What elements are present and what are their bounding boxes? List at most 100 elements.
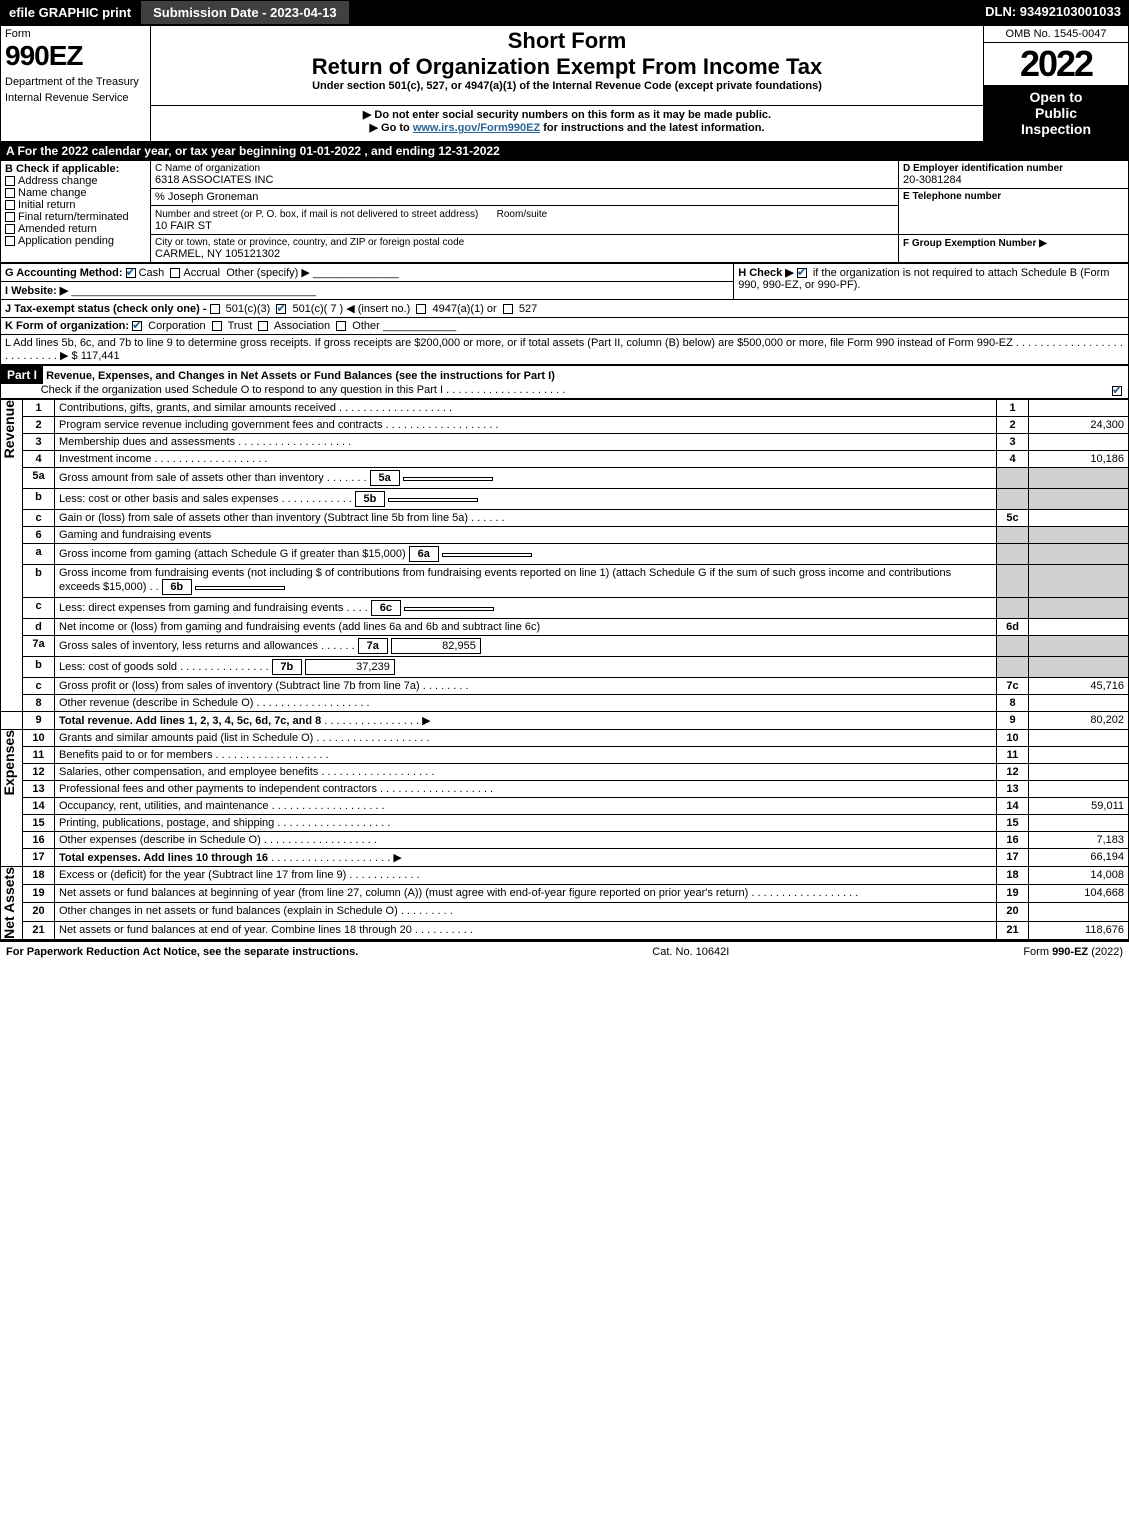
l21-box: 21 — [997, 921, 1029, 939]
chk-501c3[interactable] — [210, 304, 220, 314]
notes-cell: ▶ Do not enter social security numbers o… — [151, 106, 984, 142]
chk-cash[interactable] — [126, 268, 136, 278]
box-d: D Employer identification number 20-3081… — [899, 161, 1129, 189]
l6d-val — [1029, 619, 1129, 636]
form-number: 990EZ — [5, 40, 146, 72]
l1-num: 1 — [23, 400, 55, 417]
chk-final[interactable]: Final return/terminated — [5, 211, 146, 223]
l5b-num: b — [23, 489, 55, 510]
l1-val — [1029, 400, 1129, 417]
l18-val: 14,008 — [1029, 867, 1129, 885]
pub-line1: Open to — [986, 89, 1126, 105]
street-value: 10 FAIR ST — [155, 220, 894, 232]
l20-val — [1029, 903, 1129, 921]
box-b-title: B Check if applicable: — [5, 163, 146, 175]
form-id-cell: Form 990EZ Department of the Treasury In… — [1, 26, 151, 142]
l7a-box — [997, 636, 1029, 657]
revenue-sidebar: Revenue — [1, 400, 23, 712]
l10-val — [1029, 730, 1129, 747]
chk-sched-o[interactable] — [1112, 386, 1122, 396]
chk-address[interactable]: Address change — [5, 175, 146, 187]
l14-val: 59,011 — [1029, 798, 1129, 815]
l5b-text: Less: cost or other basis and sales expe… — [55, 489, 997, 510]
box-c-label: C Name of organization — [155, 163, 894, 174]
expenses-sidebar: Expenses — [1, 730, 23, 867]
box-c-city: City or town, state or province, country… — [151, 235, 899, 263]
chk-initial[interactable]: Initial return — [5, 199, 146, 211]
line-g: G Accounting Method: Cash Accrual Other … — [1, 264, 734, 282]
l15-val — [1029, 815, 1129, 832]
chk-accrual[interactable] — [170, 268, 180, 278]
part1-body: Revenue 1 Contributions, gifts, grants, … — [0, 399, 1129, 940]
l12-text: Salaries, other compensation, and employ… — [55, 764, 997, 781]
l3-box: 3 — [997, 434, 1029, 451]
part1-badge: Part I — [1, 366, 43, 384]
netassets-vlabel: Net Assets — [1, 867, 17, 939]
l13-text: Professional fees and other payments to … — [55, 781, 997, 798]
box-e-label: E Telephone number — [903, 191, 1124, 202]
chk-pending[interactable]: Application pending — [5, 235, 146, 247]
short-form-title: Short Form — [155, 28, 979, 54]
box-b: B Check if applicable: Address change Na… — [1, 161, 151, 263]
box-c-care: % Joseph Groneman — [151, 189, 899, 206]
chk-trust[interactable] — [212, 321, 222, 331]
l13-box: 13 — [997, 781, 1029, 798]
l10-text: Grants and similar amounts paid (list in… — [55, 730, 997, 747]
chk-corp[interactable] — [132, 321, 142, 331]
l5b-box — [997, 489, 1029, 510]
l12-num: 12 — [23, 764, 55, 781]
l13-val — [1029, 781, 1129, 798]
line-j: J Tax-exempt status (check only one) - 5… — [1, 300, 1129, 318]
l16-text: Other expenses (describe in Schedule O) — [55, 832, 997, 849]
l8-box: 8 — [997, 695, 1029, 712]
chk-4947[interactable] — [416, 304, 426, 314]
l17-text: Total expenses. Add lines 10 through 16 … — [55, 849, 997, 867]
l7c-val: 45,716 — [1029, 678, 1129, 695]
chk-501c[interactable] — [276, 304, 286, 314]
l8-val — [1029, 695, 1129, 712]
title-cell: Short Form Return of Organization Exempt… — [151, 26, 984, 106]
submission-date-label: Submission Date - 2023-04-13 — [140, 0, 350, 25]
chk-name[interactable]: Name change — [5, 187, 146, 199]
footer-left: For Paperwork Reduction Act Notice, see … — [6, 946, 358, 958]
chk-assoc[interactable] — [258, 321, 268, 331]
l21-num: 21 — [23, 921, 55, 939]
l6c-val — [1029, 598, 1129, 619]
l10-box: 10 — [997, 730, 1029, 747]
l6a-num: a — [23, 544, 55, 565]
pub-line2: Public — [986, 105, 1126, 121]
topbar-spacer — [350, 0, 978, 25]
l5c-num: c — [23, 510, 55, 527]
part1-header: Part I Revenue, Expenses, and Changes in… — [0, 365, 1129, 399]
l14-text: Occupancy, rent, utilities, and maintena… — [55, 798, 997, 815]
l6c-box — [997, 598, 1029, 619]
l7a-num: 7a — [23, 636, 55, 657]
chk-amended[interactable]: Amended return — [5, 223, 146, 235]
l17-num: 17 — [23, 849, 55, 867]
l6c-text: Less: direct expenses from gaming and fu… — [55, 598, 997, 619]
l3-text: Membership dues and assessments — [55, 434, 997, 451]
footer-right: Form 990-EZ (2022) — [1023, 946, 1123, 958]
chk-527[interactable] — [503, 304, 513, 314]
l6d-box: 6d — [997, 619, 1029, 636]
year-cell: OMB No. 1545-0047 2022 Open to Public In… — [984, 26, 1129, 142]
chk-other[interactable] — [336, 321, 346, 331]
l9-num: 9 — [23, 712, 55, 730]
url-note: ▶ Go to www.irs.gov/Form990EZ for instru… — [155, 121, 979, 134]
l4-num: 4 — [23, 451, 55, 468]
chk-sched-b[interactable] — [797, 268, 807, 278]
l5c-val — [1029, 510, 1129, 527]
l9-val: 80,202 — [1029, 712, 1129, 730]
l6d-text: Net income or (loss) from gaming and fun… — [55, 619, 997, 636]
form-word: Form — [5, 28, 146, 40]
l17-val: 66,194 — [1029, 849, 1129, 867]
box-e: E Telephone number — [899, 189, 1129, 235]
irs-link[interactable]: www.irs.gov/Form990EZ — [413, 122, 540, 134]
efile-print-button[interactable]: efile GRAPHIC print — [0, 0, 140, 25]
l7c-num: c — [23, 678, 55, 695]
l7b-box — [997, 657, 1029, 678]
l18-text: Excess or (deficit) for the year (Subtra… — [55, 867, 997, 885]
l5a-text: Gross amount from sale of assets other t… — [55, 468, 997, 489]
l16-box: 16 — [997, 832, 1029, 849]
l6a-text: Gross income from gaming (attach Schedul… — [55, 544, 997, 565]
